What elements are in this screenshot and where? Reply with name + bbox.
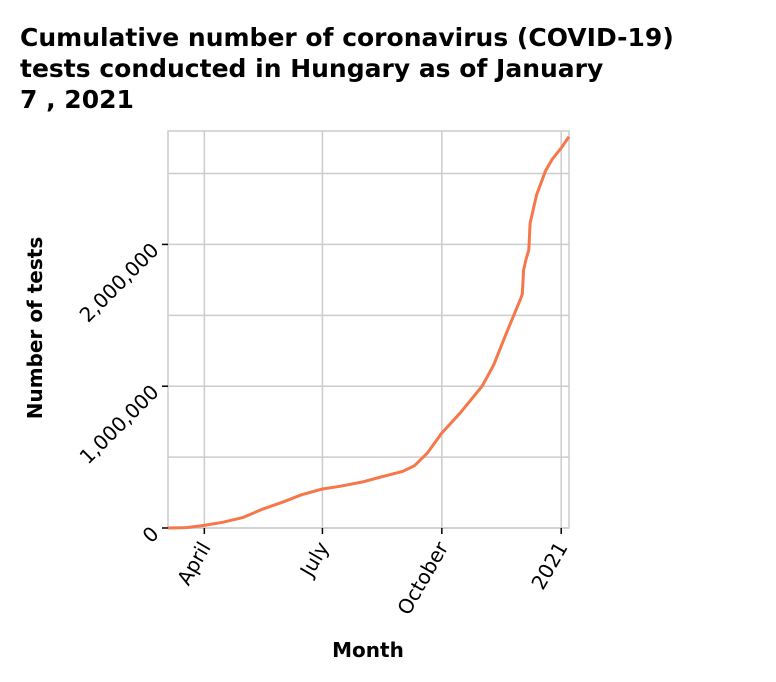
series-line	[167, 135, 571, 530]
x-axis-label: Month	[332, 638, 404, 662]
grid	[167, 130, 570, 529]
x-axis: April July October 2021	[172, 528, 573, 619]
y-tick-label: 1,000,000	[75, 380, 164, 469]
title-line-2: tests conducted in Hungary as of January	[20, 54, 603, 83]
x-tick-label: July	[294, 537, 334, 582]
y-axis: 0 1,000,000 2,000,000	[75, 238, 168, 548]
x-tick-label: April	[172, 538, 216, 590]
title-line-1: Cumulative number of coronavirus (COVID-…	[20, 23, 674, 52]
x-tick-label: 2021	[526, 538, 572, 594]
chart-title: Cumulative number of coronavirus (COVID-…	[20, 23, 674, 114]
y-tick-label: 0	[138, 522, 164, 548]
y-tick-label: 2,000,000	[75, 238, 164, 327]
title-line-3: 7 , 2021	[20, 85, 134, 114]
y-axis-label: Number of tests	[23, 237, 47, 419]
series	[167, 135, 571, 530]
x-tick-label: October	[392, 537, 453, 619]
